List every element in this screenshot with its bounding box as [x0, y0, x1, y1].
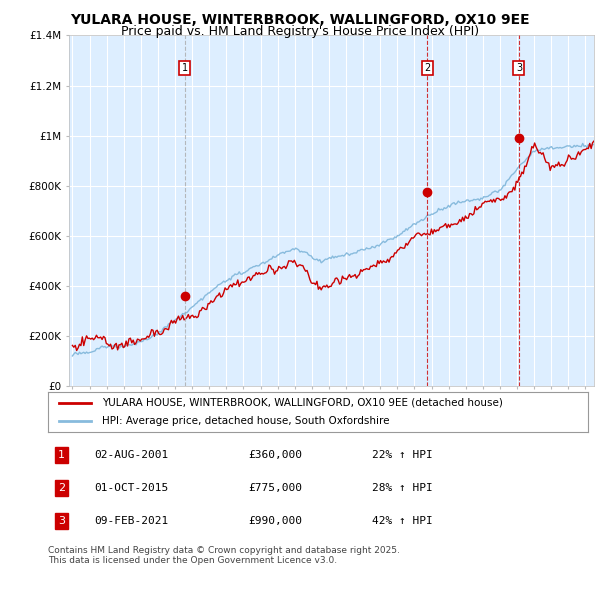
Text: 28% ↑ HPI: 28% ↑ HPI [372, 483, 433, 493]
Text: 22% ↑ HPI: 22% ↑ HPI [372, 450, 433, 460]
Text: Price paid vs. HM Land Registry's House Price Index (HPI): Price paid vs. HM Land Registry's House … [121, 25, 479, 38]
Text: Contains HM Land Registry data © Crown copyright and database right 2025.
This d: Contains HM Land Registry data © Crown c… [48, 546, 400, 565]
Text: 3: 3 [58, 516, 65, 526]
Text: £775,000: £775,000 [248, 483, 302, 493]
Text: 2: 2 [424, 63, 430, 73]
Text: 3: 3 [516, 63, 522, 73]
Text: 2: 2 [58, 483, 65, 493]
Text: 01-OCT-2015: 01-OCT-2015 [94, 483, 168, 493]
Text: 42% ↑ HPI: 42% ↑ HPI [372, 516, 433, 526]
Text: YULARA HOUSE, WINTERBROOK, WALLINGFORD, OX10 9EE (detached house): YULARA HOUSE, WINTERBROOK, WALLINGFORD, … [102, 398, 503, 408]
Text: £360,000: £360,000 [248, 450, 302, 460]
Text: 02-AUG-2001: 02-AUG-2001 [94, 450, 168, 460]
Text: HPI: Average price, detached house, South Oxfordshire: HPI: Average price, detached house, Sout… [102, 416, 389, 426]
Text: £990,000: £990,000 [248, 516, 302, 526]
Text: 09-FEB-2021: 09-FEB-2021 [94, 516, 168, 526]
Text: 1: 1 [182, 63, 188, 73]
Text: YULARA HOUSE, WINTERBROOK, WALLINGFORD, OX10 9EE: YULARA HOUSE, WINTERBROOK, WALLINGFORD, … [70, 13, 530, 27]
Text: 1: 1 [58, 450, 65, 460]
